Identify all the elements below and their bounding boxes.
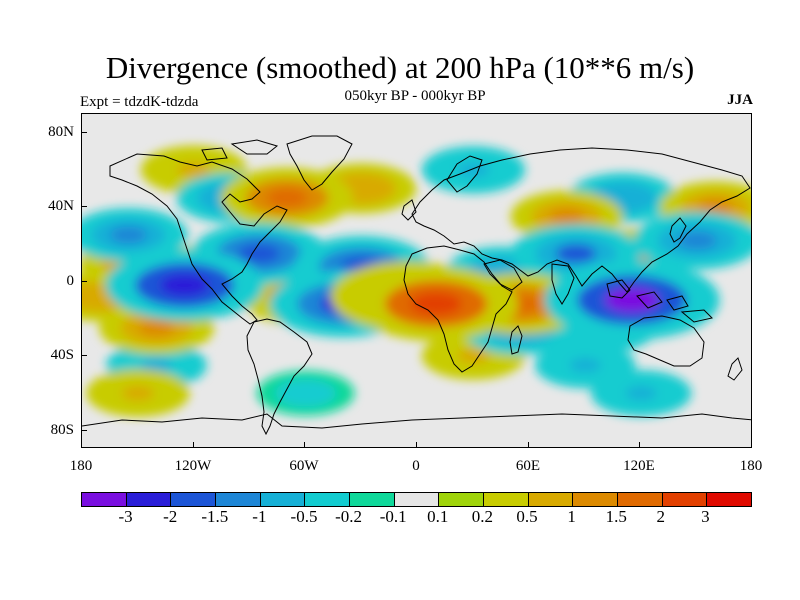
lon-tick: [193, 442, 194, 448]
colorbar-swatch: [439, 493, 485, 506]
colorbar-label: 2: [656, 507, 666, 526]
colorbar-label: -0.5: [290, 507, 318, 526]
divergence-field: [82, 145, 751, 417]
colorbar-label: -3: [118, 507, 133, 526]
colorbar-label: 0.2: [471, 507, 494, 526]
colorbar-label: -0.2: [335, 507, 363, 526]
colorbar-label: -1: [252, 507, 267, 526]
coastline-africa: [403, 245, 513, 373]
coastlines: [82, 135, 751, 436]
lat-label-80s: 80S: [50, 422, 74, 438]
colorbar-swatch: [305, 493, 351, 506]
convergence-core: [569, 358, 601, 373]
lat-label-80n: 80N: [48, 124, 74, 140]
colorbar-swatch: [126, 493, 172, 506]
lon-label-120e: 120E: [623, 458, 655, 474]
colorbar: [81, 492, 752, 507]
lat-tick: [81, 355, 87, 356]
divergence-core: [410, 292, 462, 316]
map-title: Divergence (smoothed) at 200 hPa (10**6 …: [105, 50, 695, 85]
convergence-core: [457, 162, 490, 178]
colorbar-swatch: [171, 493, 217, 506]
season-label: JJA: [727, 92, 753, 108]
lat-tick: [81, 281, 87, 282]
colorbar-swatch: [618, 493, 663, 506]
colorbar-label: 3: [701, 507, 710, 526]
coastline-madagascar: [509, 325, 523, 355]
coastline-japan: [669, 217, 687, 243]
colorbar-swatch: [662, 493, 708, 506]
lon-label-60e: 60E: [515, 458, 541, 474]
convergence-core: [110, 226, 147, 244]
lat-label-0: 0: [66, 273, 75, 289]
lon-tick: [639, 442, 640, 448]
colorbar-swatch: [260, 493, 306, 506]
lon-label-180w: 180: [69, 458, 93, 474]
lon-tick: [528, 442, 529, 448]
convergence-core: [605, 189, 640, 206]
coastline-arctic-islands: [201, 139, 279, 161]
coastline-maritime-continent: [606, 279, 713, 323]
convergence-core: [555, 244, 597, 263]
divergence-map: [82, 114, 751, 447]
lon-tick: [304, 442, 305, 448]
coastline-scandinavia: [446, 155, 483, 193]
colorbar-label: -2: [163, 507, 178, 526]
coastline-greenland: [286, 135, 353, 191]
colorbar-swatch: [707, 493, 752, 506]
lat-tick: [81, 132, 87, 133]
convergence-core: [140, 358, 173, 373]
colorbar-label: 0.5: [516, 507, 538, 526]
divergence-core: [698, 199, 734, 216]
coastline-antarctica: [82, 413, 751, 429]
colorbar-swatch: [216, 493, 261, 506]
divergence-core: [121, 385, 155, 401]
lon-tick: [416, 442, 417, 448]
divergence-core: [177, 162, 211, 178]
experiment-label: Expt = tdzdK-tdzda: [80, 94, 199, 110]
coastline-new-zealand: [727, 357, 743, 381]
coastline-north-america: [109, 153, 288, 325]
colorbar-label: -1.5: [201, 507, 229, 526]
convergence-core: [159, 274, 210, 297]
lon-label-60w: 60W: [289, 458, 319, 474]
colorbar-label: 1.5: [605, 507, 627, 526]
lon-label-120w: 120W: [174, 458, 212, 474]
map-subtitle: 050kyr BP - 000kyr BP: [344, 88, 486, 104]
coastline-eurasia: [411, 147, 751, 293]
divergence-core: [344, 180, 379, 197]
colorbar-swatch: [528, 493, 574, 506]
lat-label-40s: 40S: [50, 347, 74, 363]
convergence-core: [604, 287, 660, 313]
convergence-core: [237, 243, 281, 264]
lat-tick: [81, 206, 87, 207]
coastline-india: [551, 263, 575, 305]
coastline-australia: [627, 315, 705, 367]
colorbar-swatch: [350, 493, 395, 506]
colorbar-swatch: [394, 493, 440, 506]
lon-label-180e: 180: [739, 458, 763, 474]
divergence-core: [549, 208, 585, 225]
lon-label-0: 0: [412, 458, 420, 474]
colorbar-swatch: [82, 493, 127, 506]
lat-label-40n: 40N: [48, 198, 74, 214]
colorbar-label: -0.1: [379, 507, 407, 526]
convergence-core: [290, 386, 321, 401]
divergence-core: [457, 348, 490, 364]
convergence-core: [625, 385, 657, 401]
lat-tick: [81, 430, 87, 431]
coastline-arabia: [483, 259, 523, 291]
colorbar-label: 0.1: [427, 507, 449, 526]
divergence-core: [266, 188, 308, 208]
map-plot-area: [81, 113, 752, 448]
coastline-south-america: [246, 318, 313, 436]
colorbar-swatch: [573, 493, 619, 506]
colorbar-swatch: [484, 493, 529, 506]
divergence-core: [138, 319, 175, 337]
colorbar-label: 1: [567, 507, 576, 526]
convergence-core: [677, 231, 717, 250]
coastline-british-isles: [401, 199, 417, 221]
